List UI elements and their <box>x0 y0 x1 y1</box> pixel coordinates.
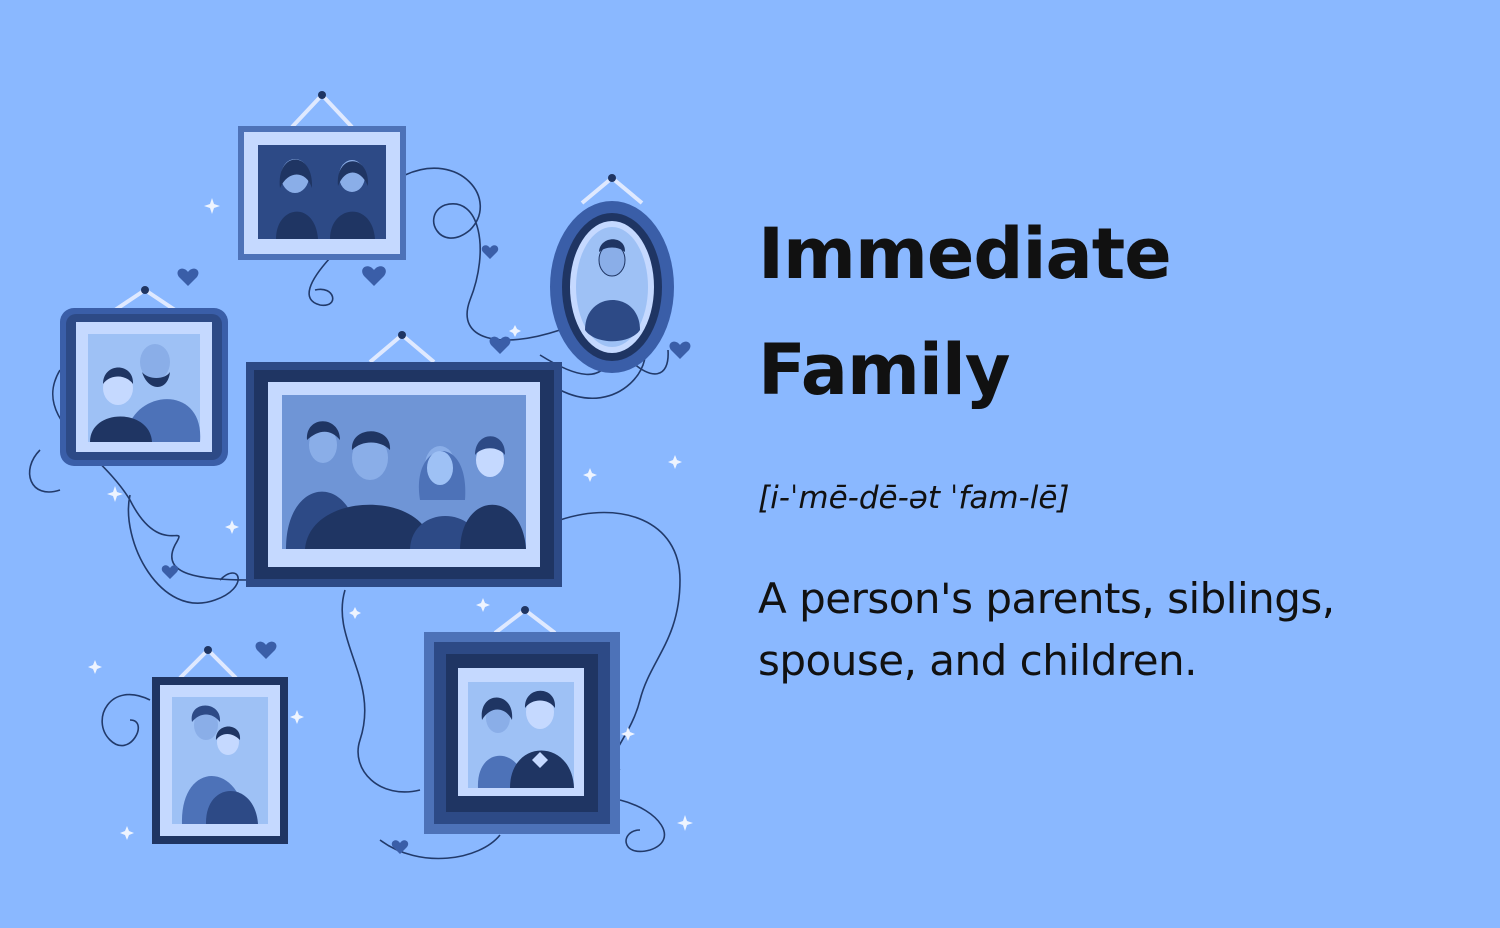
definition-line2: spouse, and children. <box>758 636 1198 685</box>
frame-ornate-father-son <box>60 308 228 466</box>
frame-hug-portrait <box>152 677 288 844</box>
term-title: Immediate Family <box>758 196 1478 428</box>
frame-main-family <box>246 362 562 587</box>
heart-icons <box>161 245 691 854</box>
frame-pins <box>141 91 616 654</box>
pronunciation: [i-ˈmē-dē-ət ˈfam-lē] <box>758 480 1070 516</box>
definition-text: A person's parents, siblings, spouse, an… <box>758 568 1478 692</box>
frame-couple-bottom <box>424 632 620 834</box>
family-frames-illustration <box>28 91 693 860</box>
frame-couple-top <box>238 126 406 260</box>
frame-oval-portrait <box>550 201 674 373</box>
term-title-line1: Immediate <box>758 213 1172 295</box>
term-title-line2: Family <box>758 329 1011 411</box>
definition-card: Immediate Family [i-ˈmē-dē-ət ˈfam-lē] A… <box>758 196 1478 692</box>
definition-line1: A person's parents, siblings, <box>758 574 1335 623</box>
